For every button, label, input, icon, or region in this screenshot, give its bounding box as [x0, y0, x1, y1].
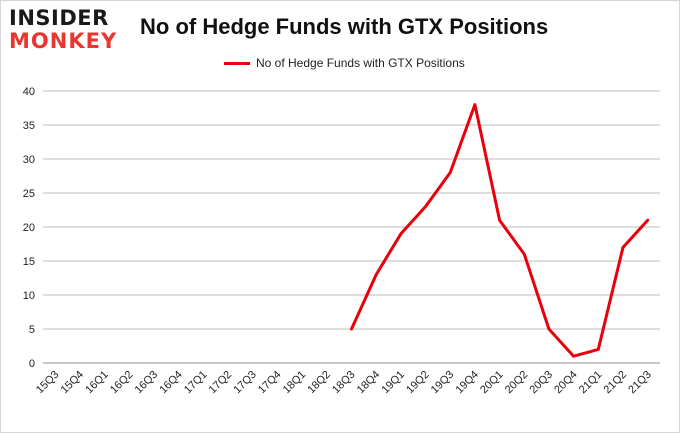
y-tick-label: 15: [23, 256, 35, 268]
x-tick-label: 16Q3: [133, 369, 161, 397]
x-tick-label: 17Q2: [207, 369, 235, 397]
chart-legend: No of Hedge Funds with GTX Positions: [224, 56, 465, 70]
x-tick-label: 15Q3: [34, 369, 62, 397]
x-tick-label: 20Q3: [528, 369, 556, 397]
x-tick-label: 16Q4: [157, 369, 185, 397]
x-tick-label: 20Q2: [503, 369, 531, 397]
x-tick-label: 16Q1: [83, 369, 111, 397]
x-tick-label: 19Q2: [404, 369, 432, 397]
x-tick-label: 18Q1: [281, 369, 309, 397]
y-tick-label: 0: [29, 358, 35, 370]
x-tick-label: 15Q4: [59, 369, 87, 397]
x-tick-label: 17Q3: [231, 369, 259, 397]
y-tick-label: 25: [23, 188, 35, 200]
x-tick-label: 20Q4: [552, 369, 580, 397]
x-tick-label: 21Q3: [626, 369, 654, 397]
x-tick-label: 18Q2: [305, 369, 333, 397]
series-line: [350, 103, 650, 358]
x-tick-label: 21Q2: [602, 369, 630, 397]
y-tick-label: 30: [23, 154, 35, 166]
x-tick-label: 19Q1: [379, 369, 407, 397]
y-tick-label: 10: [23, 290, 35, 302]
logo-line-2: MONKEY: [9, 29, 118, 53]
x-tick-label: 19Q4: [453, 369, 481, 397]
x-tick-label: 17Q1: [182, 369, 210, 397]
x-tick-label: 16Q2: [108, 369, 136, 397]
x-tick-label: 18Q3: [330, 369, 358, 397]
x-tick-label: 17Q4: [256, 369, 284, 397]
y-tick-label: 5: [29, 324, 35, 336]
x-tick-label: 18Q4: [355, 369, 383, 397]
y-tick-label: 40: [23, 86, 35, 98]
legend-swatch: [224, 61, 250, 65]
x-tick-label: 19Q3: [429, 369, 457, 397]
x-tick-label: 20Q1: [478, 369, 506, 397]
insider-monkey-logo: INSIDER MONKEY: [9, 8, 129, 52]
chart-title: No of Hedge Funds with GTX Positions: [140, 14, 549, 39]
y-tick-label: 20: [23, 222, 35, 234]
y-tick-label: 35: [23, 120, 35, 132]
x-tick-label: 21Q1: [577, 369, 605, 397]
logo-line-1: INSIDER: [9, 6, 109, 30]
legend-label: No of Hedge Funds with GTX Positions: [256, 56, 465, 70]
